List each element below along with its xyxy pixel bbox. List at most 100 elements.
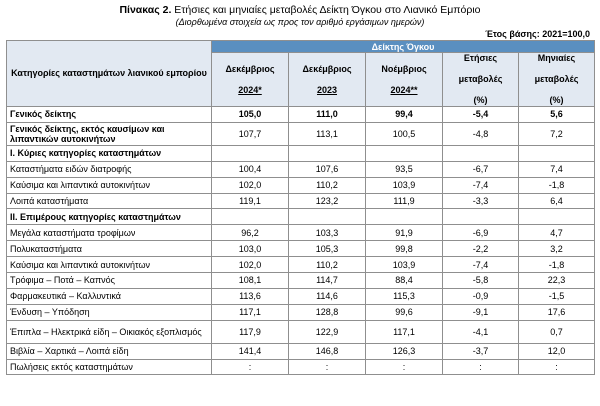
- cell-nov-2024: 91,9: [365, 224, 443, 242]
- cell-annual-change: -6,7: [442, 160, 519, 178]
- cell-annual-change: :: [442, 358, 519, 376]
- cell-monthly-change: 5,6: [518, 106, 595, 123]
- cell-annual-change: -3,7: [442, 342, 519, 360]
- cell-dec-2023: 123,2: [288, 192, 366, 210]
- row-label: Τρόφιμα – Ποτά – Καπνός: [6, 272, 212, 289]
- category-header: Κατηγορίες καταστημάτων λιανικού εμπορίο…: [6, 40, 212, 107]
- cell-monthly-change: 0,7: [518, 319, 595, 344]
- cell-monthly-change: :: [518, 358, 595, 376]
- cell-monthly-change: 4,7: [518, 224, 595, 242]
- row-label: Καταστήματα ειδών διατροφής: [6, 160, 212, 178]
- cell-dec-2023: 111,0: [288, 106, 366, 123]
- cell-nov-2024: 99,4: [365, 106, 443, 123]
- cell-dec-2023: [288, 208, 366, 226]
- section-row: I. Κύριες κατηγορίες καταστημάτων: [6, 144, 595, 162]
- index-group-header: Δείκτης Όγκου: [211, 40, 595, 53]
- cell-nov-2024: 111,9: [365, 192, 443, 210]
- table-row: Βιβλία – Χαρτικά – Λοιπά είδη 141,4 146,…: [6, 342, 595, 360]
- cell-dec-2024: 141,4: [211, 342, 289, 360]
- cell-annual-change: -7,4: [442, 176, 519, 194]
- col-monthly-change-header: Μηνιαίες μεταβολές (%): [518, 52, 595, 107]
- cell-dec-2024: 117,1: [211, 303, 289, 321]
- table-row: Καύσιμα και λιπαντικά αυτοκινήτων 102,0 …: [6, 176, 595, 194]
- cell-dec-2024: 117,9: [211, 319, 289, 344]
- row-label: Γενικός δείκτης: [6, 106, 212, 123]
- cell-annual-change: -0,9: [442, 287, 519, 305]
- cell-annual-change: -5,4: [442, 106, 519, 123]
- table-row: Ένδυση – Υπόδηση 117,1 128,8 99,6 -9,1 1…: [6, 303, 595, 321]
- row-label: Καύσιμα και λιπαντικά αυτοκινήτων: [6, 256, 212, 274]
- col-nov-2024-header: Νοέμβριος 2024**: [365, 52, 443, 107]
- cell-dec-2023: 110,2: [288, 176, 366, 194]
- cell-nov-2024: 115,3: [365, 287, 443, 305]
- cell-annual-change: -7,4: [442, 256, 519, 274]
- table-row: Μεγάλα καταστήματα τροφίμων 96,2 103,3 9…: [6, 224, 595, 242]
- cell-monthly-change: 7,4: [518, 160, 595, 178]
- section-label: II. Επιμέρους κατηγορίες καταστημάτων: [6, 208, 212, 226]
- cell-annual-change: -5,8: [442, 272, 519, 289]
- cell-dec-2024: 100,4: [211, 160, 289, 178]
- row-label: Έπιπλα – Ηλεκτρικά είδη – Οικιακός εξοπλ…: [6, 319, 212, 344]
- cell-dec-2023: 146,8: [288, 342, 366, 360]
- cell-dec-2023: 122,9: [288, 319, 366, 344]
- cell-annual-change: -4,1: [442, 319, 519, 344]
- cell-monthly-change: [518, 208, 595, 226]
- row-label: Γενικός δείκτης, εκτός καυσίμων και λιπα…: [6, 121, 212, 146]
- cell-annual-change: -9,1: [442, 303, 519, 321]
- cell-dec-2024: 107,7: [211, 121, 289, 146]
- cell-nov-2024: 99,8: [365, 240, 443, 258]
- cell-monthly-change: 3,2: [518, 240, 595, 258]
- cell-monthly-change: -1,5: [518, 287, 595, 305]
- row-label: Μεγάλα καταστήματα τροφίμων: [6, 224, 212, 242]
- table-row: Γενικός δείκτης, εκτός καυσίμων και λιπα…: [6, 121, 595, 146]
- cell-dec-2024: 102,0: [211, 256, 289, 274]
- cell-nov-2024: 126,3: [365, 342, 443, 360]
- cell-nov-2024: [365, 208, 443, 226]
- col-dec-2023-header: Δεκέμβριος 2023: [288, 52, 366, 107]
- cell-nov-2024: 88,4: [365, 272, 443, 289]
- table-row: Πολυκαταστήματα 103,0 105,3 99,8 -2,2 3,…: [6, 240, 595, 258]
- cell-dec-2024: 96,2: [211, 224, 289, 242]
- row-label: Πολυκαταστήματα: [6, 240, 212, 258]
- cell-dec-2024: :: [211, 358, 289, 376]
- cell-annual-change: -2,2: [442, 240, 519, 258]
- table-row: Φαρμακευτικά – Καλλυντικά 113,6 114,6 11…: [6, 287, 595, 305]
- cell-monthly-change: 6,4: [518, 192, 595, 210]
- cell-nov-2024: 93,5: [365, 160, 443, 178]
- section-row: II. Επιμέρους κατηγορίες καταστημάτων: [6, 208, 595, 226]
- cell-dec-2024: 113,6: [211, 287, 289, 305]
- cell-nov-2024: :: [365, 358, 443, 376]
- cell-monthly-change: -1,8: [518, 256, 595, 274]
- col-dec-2024-header: Δεκέμβριος 2024*: [211, 52, 289, 107]
- base-year-note: Έτος βάσης: 2021=100,0: [485, 29, 590, 39]
- row-label: Λοιπά καταστήματα: [6, 192, 212, 210]
- table-row: Καταστήματα ειδών διατροφής 100,4 107,6 …: [6, 160, 595, 178]
- table-subtitle: (Διορθωμένα στοιχεία ως προς τον αριθμό …: [175, 17, 425, 27]
- cell-dec-2023: [288, 144, 366, 162]
- cell-dec-2024: 102,0: [211, 176, 289, 194]
- cell-monthly-change: -1,8: [518, 176, 595, 194]
- cell-monthly-change: 12,0: [518, 342, 595, 360]
- table-row: Πωλήσεις εκτός καταστημάτων : : : : :: [6, 358, 595, 376]
- cell-dec-2023: 110,2: [288, 256, 366, 274]
- cell-dec-2023: 114,6: [288, 287, 366, 305]
- row-label: Πωλήσεις εκτός καταστημάτων: [6, 358, 212, 376]
- cell-annual-change: [442, 144, 519, 162]
- cell-dec-2024: [211, 208, 289, 226]
- cell-nov-2024: 99,6: [365, 303, 443, 321]
- cell-monthly-change: 22,3: [518, 272, 595, 289]
- cell-monthly-change: [518, 144, 595, 162]
- cell-dec-2024: 119,1: [211, 192, 289, 210]
- cell-nov-2024: [365, 144, 443, 162]
- cell-annual-change: [442, 208, 519, 226]
- table-row: Τρόφιμα – Ποτά – Καπνός 108,1 114,7 88,4…: [6, 272, 595, 289]
- table-title-text: Ετήσιες και μηνιαίες μεταβολές Δείκτη Όγ…: [171, 4, 481, 16]
- cell-monthly-change: 7,2: [518, 121, 595, 146]
- cell-monthly-change: 17,6: [518, 303, 595, 321]
- cell-nov-2024: 103,9: [365, 176, 443, 194]
- cell-dec-2024: 105,0: [211, 106, 289, 123]
- row-label: Καύσιμα και λιπαντικά αυτοκινήτων: [6, 176, 212, 194]
- cell-annual-change: -4,8: [442, 121, 519, 146]
- cell-dec-2023: 107,6: [288, 160, 366, 178]
- cell-dec-2023: 103,3: [288, 224, 366, 242]
